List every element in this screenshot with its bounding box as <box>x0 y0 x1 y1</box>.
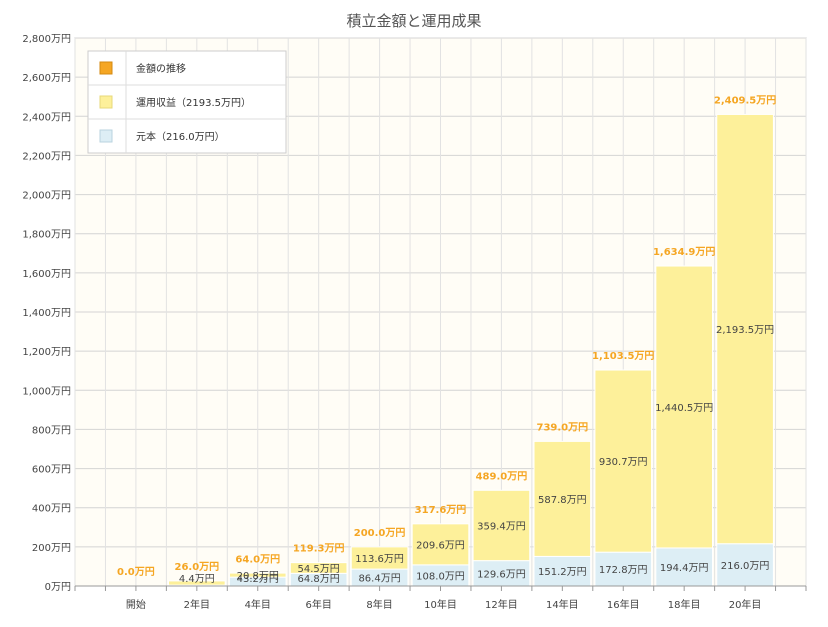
y-tick-label: 2,800万円 <box>22 34 71 45</box>
data-label-principal: 151.2万円 <box>538 567 587 578</box>
bar-segment-principal <box>716 543 774 587</box>
y-tick-label: 200万円 <box>32 543 71 554</box>
data-label-total: 0.0万円 <box>117 566 155 578</box>
x-tick-label: 14年目 <box>546 598 579 611</box>
data-label-principal: 43.2万円 <box>237 574 279 585</box>
data-label-total: 64.0万円 <box>235 553 280 565</box>
data-label-return: 1,440.5万円 <box>655 403 713 414</box>
data-label-total: 119.3万円 <box>293 543 345 555</box>
legend-swatch <box>99 129 113 143</box>
data-label-total: 2,409.5万円 <box>714 94 776 106</box>
data-label-total: 26.0万円 <box>174 561 219 573</box>
data-label-total: 200.0万円 <box>354 527 406 539</box>
data-label-principal: 172.8万円 <box>599 565 648 576</box>
data-label-total: 1,103.5万円 <box>592 350 654 362</box>
bar-segment-return <box>411 523 470 566</box>
data-label-return: 20.8万円 <box>237 571 279 582</box>
data-label-return: 587.8万円 <box>538 495 587 506</box>
x-tick-label: 16年目 <box>607 598 640 611</box>
bar-segment-return <box>350 546 409 570</box>
y-tick-label: 0万円 <box>45 582 71 593</box>
data-label-return: 359.4万円 <box>477 521 526 532</box>
legend-swatch <box>99 95 113 109</box>
y-tick-label: 1,200万円 <box>22 347 71 358</box>
data-label-principal: 86.4万円 <box>358 574 400 585</box>
data-label-total: 739.0万円 <box>537 421 589 433</box>
data-label-return: 54.5万円 <box>298 564 340 575</box>
data-label-total: 317.6万円 <box>415 504 467 516</box>
legend-label: 元本（216.0万円） <box>136 130 225 143</box>
y-tick-label: 1,600万円 <box>22 269 71 280</box>
bar-segment-return <box>228 572 287 578</box>
data-label-principal: 64.8万円 <box>298 574 340 585</box>
data-label-return: 930.7万円 <box>599 457 648 468</box>
x-tick-label: 6年目 <box>305 598 331 611</box>
legend-box <box>87 50 287 154</box>
data-label-principal: 108.0万円 <box>416 571 465 582</box>
bar-segment-return <box>655 265 713 549</box>
data-label-principal: 194.4万円 <box>660 563 709 574</box>
y-tick-label: 2,600万円 <box>22 73 71 84</box>
y-tick-label: 1,000万円 <box>22 386 71 397</box>
legend-label: 運用収益（2193.5万円） <box>136 96 251 109</box>
data-label-return: 2,193.5万円 <box>716 325 774 336</box>
bar-segment-return <box>716 113 774 545</box>
y-tick-label: 2,000万円 <box>22 191 71 202</box>
x-tick-label: 8年目 <box>366 598 392 611</box>
y-tick-label: 1,400万円 <box>22 308 71 319</box>
bar-segment-principal <box>472 560 531 587</box>
chart-title: 積立金額と運用成果 <box>346 12 481 30</box>
data-label-total: 1,634.9万円 <box>653 246 715 258</box>
x-tick-label: 18年目 <box>668 598 701 611</box>
x-axis: 開始 2年目 4年目 6年目 8年目 10年目 12年目 14年目 16年目 18年目 20年目 <box>74 585 807 611</box>
bar-segment-return <box>168 580 226 586</box>
data-label-principal: 129.6万円 <box>477 569 526 580</box>
x-tick-label: 20年目 <box>729 598 762 611</box>
y-tick-label: 1,800万円 <box>22 230 71 241</box>
y-tick-label: 2,400万円 <box>22 112 71 123</box>
bar-segment-return <box>472 489 531 562</box>
data-label-return: 209.6万円 <box>416 540 465 551</box>
data-label-return: 113.6万円 <box>355 554 404 565</box>
x-tick-label: 10年目 <box>424 598 457 611</box>
bar-segment-principal <box>533 555 592 587</box>
x-tick-label: 2年目 <box>184 598 210 611</box>
y-axis: 0万円 200万円 400万円 600万円 800万円 1,000万円 1,200万円 1,4… <box>22 34 71 593</box>
y-tick-label: 400万円 <box>32 504 71 515</box>
x-tick-label: 開始 <box>126 598 146 611</box>
legend-label: 金額の推移 <box>136 62 186 75</box>
y-tick-label: 600万円 <box>32 465 71 476</box>
data-label-principal: 216.0万円 <box>721 561 770 572</box>
x-tick-label: 12年目 <box>485 598 518 611</box>
x-tick-label: 4年目 <box>245 598 271 611</box>
bar-segment-return <box>289 562 348 574</box>
data-label-total: 489.0万円 <box>476 470 528 482</box>
data-label-principal: 4.4万円 <box>179 574 215 585</box>
bar-segment-return <box>594 369 653 553</box>
legend-swatch <box>99 61 113 75</box>
bar-segment-return <box>533 440 592 557</box>
y-tick-label: 800万円 <box>32 425 71 436</box>
y-tick-label: 2,200万円 <box>22 151 71 162</box>
